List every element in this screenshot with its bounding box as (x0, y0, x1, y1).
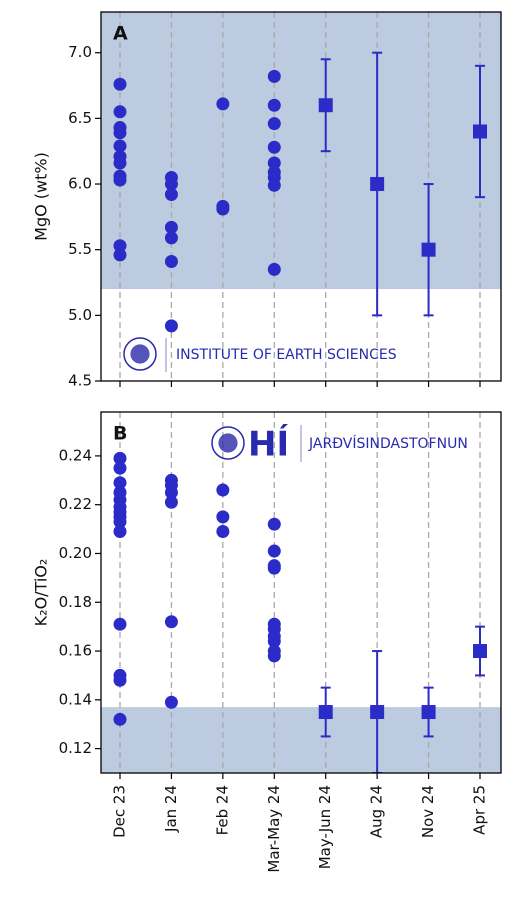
data-point (113, 451, 127, 465)
x-tick-label: Mar-May 24 (265, 785, 283, 873)
data-point (216, 525, 230, 539)
data-point (267, 178, 281, 192)
data-point (164, 495, 178, 509)
data-point (113, 77, 127, 91)
panel-label: B (113, 423, 127, 445)
data-point (113, 126, 127, 140)
data-point (473, 124, 487, 139)
data-point (113, 461, 127, 475)
data-point (113, 156, 127, 170)
data-point (267, 262, 281, 276)
plot-area (113, 51, 487, 333)
plot-area (113, 451, 487, 773)
data-point (164, 177, 178, 191)
shaded-region (101, 707, 501, 773)
data-point (216, 510, 230, 524)
logo-mark: HÍ (248, 424, 289, 465)
data-point (267, 649, 281, 663)
data-point (113, 105, 127, 119)
x-tick-label: Jan 24 (162, 785, 180, 833)
logo-text: INSTITUTE OF EARTH SCIENCES (176, 347, 397, 363)
data-point (421, 242, 436, 257)
data-point (473, 644, 487, 659)
y-axis-label: MgO (wt%) (32, 152, 51, 241)
data-point (267, 156, 281, 170)
data-point (113, 239, 127, 253)
data-point (318, 98, 333, 113)
data-point (113, 248, 127, 262)
data-point (164, 319, 178, 333)
logo-text: JARÐVÍSINDASTOFNUN (308, 435, 468, 452)
data-point (113, 712, 127, 726)
y-tick-label: 0.12 (59, 739, 92, 757)
data-point (113, 139, 127, 153)
data-point (113, 673, 127, 687)
logo-emblem (130, 344, 150, 364)
logo-emblem (218, 433, 238, 453)
shaded-region (101, 12, 501, 290)
y-tick-label: 0.16 (59, 642, 92, 660)
data-point (113, 173, 127, 187)
logo-emblem (123, 337, 157, 371)
y-tick-label: 0.18 (59, 593, 92, 611)
data-point (267, 561, 281, 575)
data-point (267, 544, 281, 558)
data-point (216, 97, 230, 111)
data-point (267, 117, 281, 131)
x-tick-label: Dec 23 (111, 785, 129, 838)
data-point (113, 525, 127, 539)
data-point (267, 634, 281, 648)
x-tick-label: Feb 24 (213, 785, 231, 835)
x-tick-label: Nov 24 (419, 785, 437, 838)
data-point (164, 615, 178, 629)
y-tick-label: 7.0 (68, 43, 92, 61)
y-tick-label: 6.5 (68, 109, 92, 127)
y-tick-label: 0.24 (59, 446, 92, 464)
data-point (370, 177, 385, 192)
data-point (421, 705, 436, 720)
data-point (216, 202, 230, 216)
y-tick-label: 0.22 (59, 495, 92, 513)
y-tick-label: 0.14 (59, 690, 92, 708)
data-point (113, 476, 127, 490)
data-point (164, 255, 178, 269)
data-point (164, 220, 178, 234)
data-point (164, 695, 178, 709)
data-point (216, 483, 230, 497)
x-tick-label: Aug 24 (368, 785, 386, 838)
y-tick-label: 4.5 (68, 372, 92, 390)
y-tick-label: 6.0 (68, 175, 92, 193)
data-point (164, 188, 178, 202)
panel-label: A (113, 23, 128, 45)
y-tick-label: 5.0 (68, 306, 92, 324)
data-point (267, 69, 281, 83)
logo-emblem (211, 426, 245, 460)
data-point (164, 231, 178, 245)
data-point (267, 98, 281, 112)
data-point (113, 617, 127, 631)
data-point (370, 705, 385, 720)
data-point (318, 705, 333, 720)
data-point (164, 485, 178, 499)
data-point (267, 517, 281, 531)
axes-frame (100, 11, 502, 382)
y-tick-label: 0.20 (59, 544, 92, 562)
x-tick-label: Apr 25 (471, 785, 489, 835)
y-tick-label: 5.5 (68, 240, 92, 258)
data-point (113, 515, 127, 529)
x-tick-label: May-Jun 24 (316, 785, 334, 869)
y-axis-label: K₂O/TiO₂ (32, 559, 51, 627)
axes-frame (100, 411, 502, 774)
data-point (267, 140, 281, 154)
